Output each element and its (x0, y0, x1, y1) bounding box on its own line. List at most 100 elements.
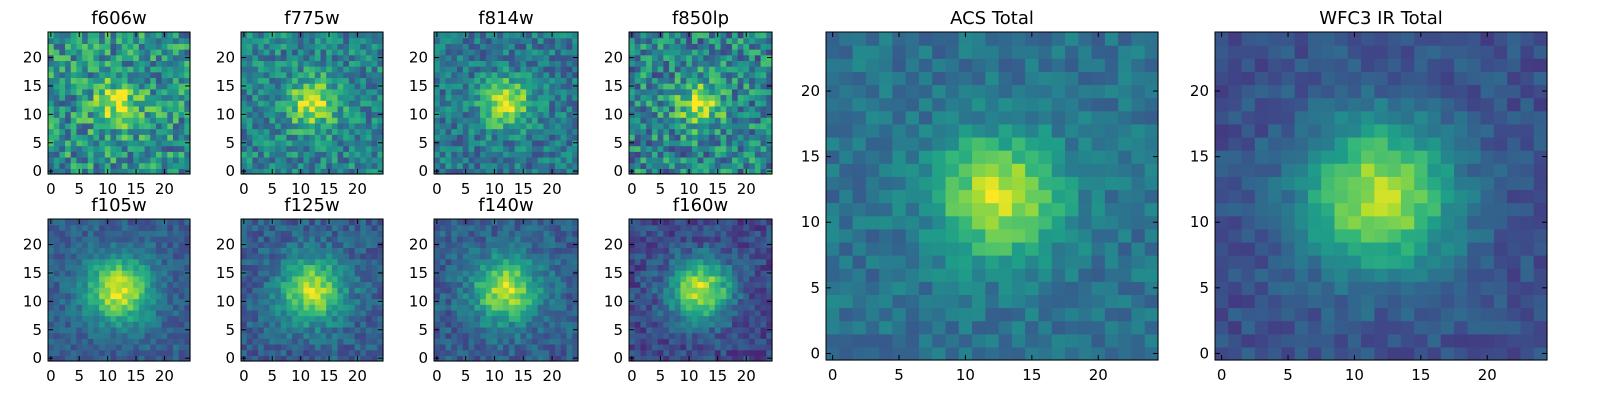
heatmap-cell (537, 145, 545, 152)
heatmap-cell (554, 258, 562, 266)
heatmap-cell (280, 253, 288, 260)
heatmap-cell (337, 32, 344, 39)
heatmap-cell (749, 281, 756, 288)
heatmap-cell (343, 241, 350, 248)
heatmap-cell (144, 270, 151, 277)
heatmap-cell (480, 349, 487, 356)
heatmap-cell (104, 332, 112, 339)
heatmap-cell (99, 241, 106, 248)
heatmap-cell (731, 287, 739, 294)
heatmap-cell (371, 66, 378, 73)
heatmap-cell (297, 88, 305, 96)
heatmap-cell (543, 37, 550, 44)
heatmap-cell (657, 88, 664, 96)
heatmap-cell (434, 281, 441, 288)
heatmap-cell (252, 37, 259, 44)
heatmap-cell (331, 247, 339, 254)
heatmap-cell (480, 168, 487, 175)
heatmap-cell (445, 100, 452, 107)
heatmap-cell (651, 83, 659, 90)
heatmap-cell (360, 128, 367, 135)
plot-frame (628, 31, 773, 175)
heatmap-cell (326, 315, 333, 322)
heatmap-cell (697, 343, 704, 351)
heatmap-cell (651, 111, 659, 118)
heatmap-cell (184, 128, 191, 135)
heatmap-cell (726, 54, 733, 61)
heatmap-cell (371, 32, 378, 39)
heatmap-cell (445, 168, 452, 175)
heatmap-cell (445, 247, 452, 254)
heatmap-cell (87, 343, 95, 351)
heatmap-cell (116, 32, 123, 39)
heatmap-cell (138, 230, 146, 237)
heatmap-cell (167, 321, 174, 328)
heatmap-cell (634, 151, 642, 158)
heatmap-cell (646, 43, 653, 50)
heatmap-cell (572, 151, 579, 158)
heatmap-cell (365, 326, 373, 334)
heatmap-cell (468, 60, 475, 67)
heatmap-cell (155, 292, 163, 300)
heatmap-cell (70, 264, 77, 271)
heatmap-cell (337, 49, 344, 56)
heatmap-cell (439, 230, 447, 237)
heatmap-cell (731, 162, 739, 169)
heatmap-cell (127, 253, 134, 260)
heatmap-cell (371, 134, 378, 141)
heatmap-cell (543, 230, 550, 237)
heatmap-cell (377, 236, 384, 243)
heatmap-cell (99, 258, 106, 266)
heatmap-cell (263, 332, 270, 339)
y-tick-label: 20 (216, 49, 235, 67)
heatmap-cell (263, 162, 270, 169)
heatmap-cell (520, 270, 527, 277)
heatmap-cell (116, 298, 123, 305)
heatmap-cell (640, 139, 647, 147)
heatmap-cell (331, 60, 339, 67)
heatmap-cell (76, 145, 83, 152)
heatmap-cell (121, 315, 129, 322)
heatmap-cell (110, 338, 117, 345)
heatmap-cell (669, 321, 676, 328)
heatmap-cell (116, 315, 123, 322)
heatmap-cell (269, 145, 276, 152)
heatmap-cell (462, 315, 470, 322)
heatmap-cell (172, 60, 180, 67)
heatmap-cell (726, 332, 733, 339)
heatmap-cell (116, 145, 123, 152)
heatmap-cell (491, 43, 498, 50)
heatmap-cell (252, 275, 259, 283)
heatmap-cell (133, 292, 140, 300)
heatmap-cell (150, 247, 157, 254)
heatmap-cell (76, 241, 83, 248)
heatmap-cell (572, 338, 579, 345)
heatmap-cell (99, 128, 106, 135)
heatmap-cell (121, 32, 129, 39)
heatmap-cell (669, 332, 676, 339)
heatmap-cell (726, 60, 733, 67)
heatmap-cell (543, 100, 550, 107)
heatmap-cell (754, 32, 762, 39)
heatmap-cell (303, 321, 310, 328)
heatmap-cell (59, 355, 66, 362)
heatmap-cell (526, 60, 533, 67)
heatmap-cell (138, 139, 146, 147)
heatmap-cell (269, 139, 276, 147)
heatmap-cell (48, 134, 55, 141)
heatmap-cell (537, 287, 545, 294)
heatmap-cell (434, 122, 441, 130)
heatmap-cell (497, 54, 504, 61)
heatmap-cell (462, 156, 470, 164)
heatmap-cell (543, 224, 550, 231)
heatmap-cell (657, 77, 664, 84)
heatmap-cell (297, 111, 305, 118)
heatmap-cell (348, 287, 356, 294)
heatmap-cell (155, 54, 163, 61)
heatmap-cell (178, 77, 185, 84)
heatmap-cell (749, 139, 756, 147)
heatmap-cell (110, 309, 117, 317)
heatmap-cell (714, 111, 722, 118)
heatmap-cell (491, 281, 498, 288)
heatmap-cell (474, 60, 481, 67)
